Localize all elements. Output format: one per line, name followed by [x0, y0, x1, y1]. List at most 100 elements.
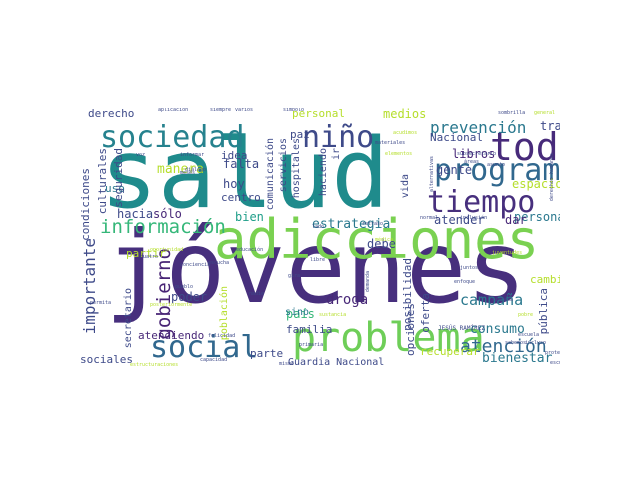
word-elementos: elementos	[385, 151, 413, 157]
word-libros: libros	[452, 147, 496, 161]
word-conciencia: conciencia	[180, 262, 211, 268]
word-nino: niño	[302, 120, 375, 155]
word-pobre: pobre	[518, 312, 534, 318]
word-nacional: Nacional	[430, 131, 483, 144]
word-informacion: información	[100, 216, 226, 238]
word-atencion: atención	[460, 336, 547, 357]
word-estructuraciones: estructuraciones	[130, 362, 179, 368]
word-opciones: opciones	[404, 303, 417, 356]
word-felicidad: felicidad	[208, 333, 236, 339]
word-campana: campaña	[460, 291, 524, 309]
word-hoy: hoy	[223, 177, 245, 191]
word-espacio: espacio	[512, 177, 560, 191]
word-cuatro: cuatro	[140, 254, 159, 260]
word-alternativas: alternativas	[429, 156, 435, 193]
word-personal: personal	[292, 108, 345, 120]
word-guardia-nacional: Guardia Nacional	[288, 357, 385, 368]
word-partir: partir	[126, 247, 166, 260]
word-trabajo: trabajo	[540, 119, 560, 133]
word-pais: país	[286, 307, 315, 321]
word-gira: gira	[288, 273, 301, 279]
word-mismo: mismo	[279, 361, 295, 367]
word-servicios: servicios	[278, 138, 289, 193]
word-idea: idea	[221, 149, 248, 162]
word-subsecretario: subsecretario	[457, 151, 497, 157]
word-acudimos: acudimos	[393, 130, 418, 136]
word-hospitales: hospitales	[291, 138, 302, 199]
word-permita: permita	[90, 300, 112, 306]
word-parte: parte	[250, 347, 284, 360]
word-poder: poder	[171, 290, 208, 304]
word-medica: médica	[375, 237, 394, 243]
word-informar: informar	[180, 152, 205, 158]
word-juventudes: juventudes	[492, 250, 523, 256]
word-demanda: demanda	[365, 271, 371, 293]
word-toda: toda	[490, 125, 560, 169]
word-ir: ir	[331, 148, 342, 161]
word-proteger: proteger	[545, 350, 560, 356]
word-derecho: derecho	[88, 108, 135, 120]
word-atendiendo: atendiendo	[138, 329, 205, 342]
word-capacidad: capacidad	[200, 357, 228, 363]
word-condiciones: condiciones	[80, 168, 92, 241]
word-salud: salud	[100, 118, 389, 230]
word-seguridad: seguridad	[112, 148, 125, 208]
word-primaria: primaria	[299, 342, 324, 348]
word-lado: lado	[312, 224, 325, 230]
word-incluso: incluso	[525, 340, 547, 346]
word-enfoque: enfoque	[454, 279, 476, 285]
word-social: social	[150, 330, 259, 365]
word-solo: sólo	[153, 207, 182, 221]
word-importante: importante	[80, 238, 99, 335]
word-libre: libre	[310, 257, 326, 263]
word-debe: debe	[367, 237, 396, 251]
word-siempre: siempre	[210, 108, 232, 113]
word-aplicacion: aplicación	[158, 108, 189, 113]
word-persona: persona	[514, 210, 560, 224]
word-centro: centro	[221, 191, 261, 204]
word-tiempo: tiempo	[427, 185, 536, 220]
word-general: general	[534, 110, 556, 116]
word-publica: pública	[537, 288, 550, 335]
word-oferta: oferta	[419, 293, 432, 333]
word-culturales: culturales	[96, 148, 109, 215]
word-dialogo: diálogo	[185, 167, 207, 173]
word-jesus-ramirez: JESÚS RAMÍREZ	[438, 325, 485, 332]
word-meses: meses	[180, 170, 196, 176]
word-sistema: sistema	[492, 297, 514, 303]
word-escuchar: escuchar	[550, 360, 560, 366]
word-cloud-frame: saludjóvenesadiccionessociedadniñotodapr…	[80, 108, 560, 370]
word-comunicacion: comunicación	[265, 138, 276, 211]
word-oportunidad: oportunidad	[150, 247, 184, 253]
word-derechos-humanos: derechos humanos	[549, 153, 555, 202]
word-posteriormente: posteriormente	[150, 302, 193, 308]
word-consumo: consumo	[470, 322, 525, 337]
word-bienestar: bienestar	[482, 351, 553, 366]
word-sabemos: sabemos	[505, 340, 527, 346]
word-medios: medios	[383, 108, 427, 121]
word-inclusion: inclusión	[460, 215, 488, 221]
word-vida: vida	[400, 174, 411, 199]
word-uso: uso	[105, 182, 125, 195]
word-atender: atender	[434, 213, 485, 227]
word-simbolo: símbolo	[283, 108, 305, 113]
word-asunto: asunto	[487, 162, 506, 168]
word-recuperar: recuperar	[420, 345, 480, 358]
word-paz: paz	[290, 128, 310, 141]
word-normal: normal	[420, 215, 439, 221]
word-dar: dar	[505, 213, 527, 227]
word-escuela: escuela	[518, 332, 540, 338]
word-adicciones: adicciones	[214, 208, 540, 271]
word-gente: gente	[436, 163, 473, 177]
word-sustancia: sustancia	[319, 312, 347, 318]
word-areas: áreas	[464, 159, 480, 165]
word-bien: bien	[235, 210, 264, 224]
word-materiales: materiales	[375, 140, 406, 146]
word-hacia: hacia	[117, 207, 154, 221]
word-droga: droga	[326, 292, 369, 308]
word-escucha: escucha	[208, 260, 230, 266]
word-jovenes: jóvenes	[105, 209, 527, 326]
word-estrategia: estrategia	[312, 217, 391, 232]
word-pueblo: pueblo	[175, 284, 194, 290]
